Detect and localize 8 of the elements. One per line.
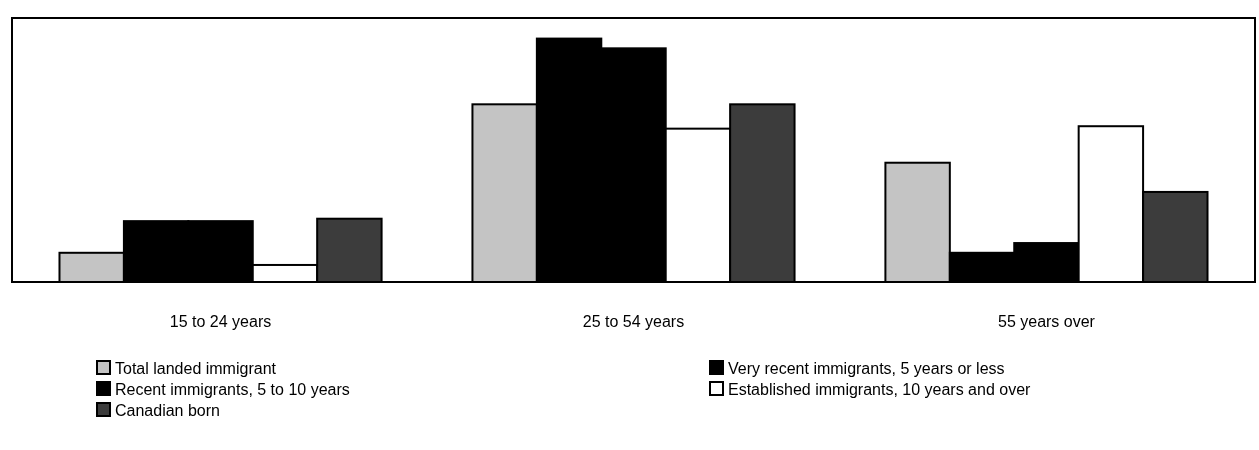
legend-label: Recent immigrants, 5 to 10 years (115, 380, 350, 398)
legend-label: Established immigrants, 10 years and over (728, 380, 1032, 398)
x-tick-label: 55 years over (997, 312, 1096, 330)
legend-label: Canadian born (115, 401, 220, 419)
legend-label: Total landed immigrant (115, 359, 277, 377)
x-tick-label: 15 to 24 years (169, 312, 272, 330)
legend-label: Very recent immigrants, 5 years or less (728, 359, 1005, 377)
x-tick-label: 25 to 54 years (582, 312, 685, 330)
